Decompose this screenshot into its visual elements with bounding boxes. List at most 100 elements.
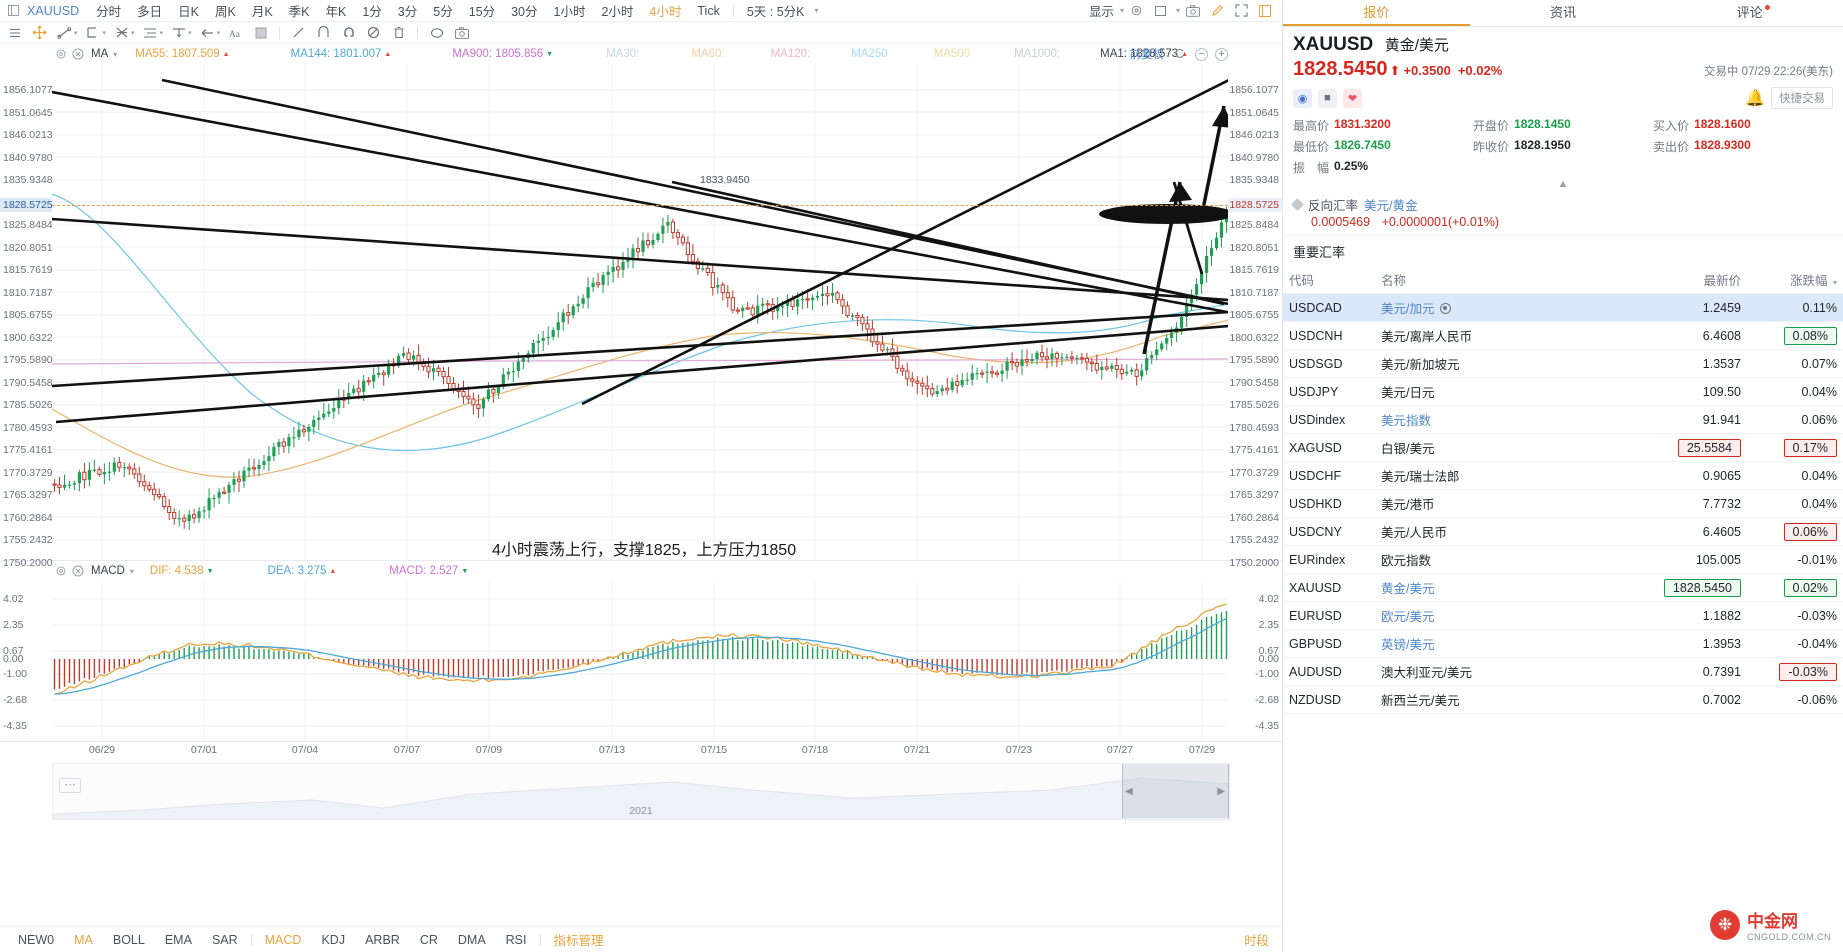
cell-code[interactable]: USDCAD — [1283, 293, 1375, 322]
period-3min[interactable]: 3分 — [397, 5, 418, 19]
cell-code[interactable]: EURUSD — [1283, 601, 1375, 630]
cell-name[interactable]: 黄金/美元 — [1375, 573, 1637, 602]
period-5min[interactable]: 5分 — [433, 5, 453, 19]
price-chart[interactable]: 1856.1077 1851.0645 1846.0213 1840.9780 1835… — [0, 64, 1282, 569]
pencil-icon[interactable] — [1206, 2, 1228, 20]
globe-icon[interactable]: ◉ — [1293, 88, 1312, 108]
quick-trade-button[interactable]: 快捷交易 — [1771, 87, 1833, 109]
table-row[interactable]: GBPUSD 英镑/美元 1.3953 -0.04% — [1283, 629, 1843, 658]
period-quarterk[interactable]: 季K — [288, 5, 310, 19]
table-row[interactable]: USDCNH 美元/离岸人民币 6.4608 0.08% — [1283, 321, 1843, 350]
col-name[interactable]: 名称 — [1375, 266, 1637, 294]
list-icon[interactable] — [2, 23, 27, 43]
table-row[interactable]: NZDUSD 新西兰元/美元 0.7002 -0.06% — [1283, 685, 1843, 714]
overview-menu-icon[interactable]: ⋯ — [59, 778, 81, 793]
ma-indicator-name[interactable]: MA — [91, 48, 109, 60]
cell-name[interactable]: 美元/新加坡元 — [1375, 349, 1637, 378]
channel-icon[interactable] — [81, 23, 106, 43]
trendline-icon[interactable] — [52, 23, 77, 43]
cell-code[interactable]: NZDUSD — [1283, 685, 1375, 714]
col-code[interactable]: 代码 — [1283, 266, 1375, 294]
cell-code[interactable]: USDJPY — [1283, 377, 1375, 406]
tab-news[interactable]: 资讯 — [1470, 0, 1657, 26]
period-1min[interactable]: 1分 — [362, 5, 382, 19]
cell-code[interactable]: USDCNY — [1283, 517, 1375, 546]
overview-right-arrow-icon[interactable]: ▶ — [1217, 786, 1225, 797]
period-30min[interactable]: 30分 — [511, 5, 538, 19]
cell-name[interactable]: 美元/港币 — [1375, 489, 1637, 518]
reset-zoom-icon[interactable] — [1171, 47, 1188, 62]
cell-name[interactable]: 美元/离岸人民币 — [1375, 321, 1637, 350]
trendline-chevron-down-icon[interactable]: ▾ — [74, 29, 78, 37]
display-chevron-down-icon[interactable]: ▾ — [1119, 6, 1124, 15]
indicator-tab-ma[interactable]: MA — [74, 932, 93, 947]
side-panel-icon[interactable] — [1254, 2, 1276, 20]
cell-name[interactable]: 美元/瑞士法郎 — [1375, 461, 1637, 490]
period-weekk[interactable]: 周K — [214, 5, 236, 19]
cell-name[interactable]: 新西兰元/美元 — [1375, 685, 1637, 714]
indicator-manage-button[interactable]: 指标管理 — [553, 934, 604, 948]
table-row[interactable]: EURindex 欧元指数 105.005 -0.01% — [1283, 545, 1843, 574]
cell-code[interactable]: USDindex — [1283, 405, 1375, 434]
macd-close-icon[interactable] — [69, 564, 86, 579]
undo-icon[interactable] — [424, 23, 449, 43]
period-yeark[interactable]: 年K — [325, 5, 347, 19]
crosshair-move-icon[interactable] — [27, 23, 52, 43]
text-aa-icon[interactable]: Aa — [223, 23, 248, 43]
magnet-icon[interactable] — [336, 23, 361, 43]
cell-name[interactable]: 欧元/美元 — [1375, 601, 1637, 630]
inverse-rate-pair[interactable]: 美元/黄金 — [1364, 199, 1418, 213]
arrow-left-icon[interactable] — [195, 23, 220, 43]
col-change-pct[interactable]: 涨跌幅 ▾ — [1747, 266, 1843, 294]
indicator-tab-ema[interactable]: EMA — [164, 932, 192, 947]
notes-icon[interactable]: ■ — [1318, 88, 1337, 108]
table-row[interactable]: USDSGD 美元/新加坡元 1.3537 0.07% — [1283, 349, 1843, 378]
cell-name[interactable]: 美元/人民币 — [1375, 517, 1637, 546]
period-4hour[interactable]: 4小时 — [649, 5, 682, 19]
indicator-tab-arbr[interactable]: ARBR — [365, 932, 400, 947]
arc-icon[interactable] — [311, 23, 336, 43]
period-tick[interactable]: Tick — [697, 3, 720, 18]
collapse-chevron-up-icon[interactable]: ▲ — [1557, 178, 1569, 190]
cell-code[interactable]: GBPUSD — [1283, 629, 1375, 658]
indicator-tab-boll[interactable]: BOLL — [112, 932, 145, 947]
cell-code[interactable]: XAGUSD — [1283, 433, 1375, 462]
adjust-price-link[interactable]: 前复权 — [1129, 49, 1165, 61]
time-period-button[interactable]: 时段 — [1243, 934, 1269, 948]
cell-code[interactable]: AUDUSD — [1283, 657, 1375, 686]
fib-chevron-down-icon[interactable]: ▾ — [131, 29, 135, 37]
channel-chevron-down-icon[interactable]: ▾ — [102, 29, 107, 37]
layout-chevron-down-icon[interactable]: ▾ — [1175, 6, 1180, 15]
gear-icon[interactable] — [1126, 2, 1148, 20]
cell-name[interactable]: 美元/加元 — [1375, 293, 1637, 322]
table-row[interactable]: AUDUSD 澳大利亚元/美元 0.7391 -0.03% — [1283, 657, 1843, 686]
indicator-tab-new0[interactable]: NEW0 — [18, 932, 55, 947]
macd-chart[interactable]: 4.02 2.35 0.67 0.00 -1.00 -2.68 -4.35 4.02 2.35… — [0, 581, 1282, 741]
macd-plot-area[interactable] — [52, 581, 1228, 741]
indicator-settings-gear-icon[interactable] — [52, 47, 69, 62]
period-dayk[interactable]: 日K — [178, 5, 199, 19]
cell-code[interactable]: EURindex — [1283, 545, 1375, 574]
bell-icon[interactable]: 🔔 — [1745, 90, 1765, 107]
table-row[interactable]: XAGUSD 白银/美元 25.5584 0.17% — [1283, 433, 1843, 462]
heart-icon[interactable]: ❤ — [1343, 88, 1362, 108]
multi-period-selector[interactable]: 5天 : 5分K — [746, 5, 805, 19]
indicator-tab-rsi[interactable]: RSI — [505, 932, 527, 947]
chevron-down-icon[interactable]: ▾ — [814, 6, 819, 15]
fullscreen-icon[interactable] — [1230, 2, 1252, 20]
symbol-label[interactable]: XAUUSD — [27, 3, 80, 18]
cell-name[interactable]: 白银/美元 — [1375, 433, 1637, 462]
display-menu-label[interactable]: 显示 — [1088, 5, 1114, 19]
ban-icon[interactable] — [361, 23, 386, 43]
cell-code[interactable]: USDHKD — [1283, 489, 1375, 518]
text-lines-icon[interactable] — [138, 23, 163, 43]
line-icon[interactable] — [286, 23, 311, 43]
panel-toggle-icon[interactable] — [4, 3, 22, 19]
zoom-in-button[interactable]: + — [1215, 47, 1228, 61]
ma-chevron-down-icon[interactable]: ▾ — [113, 49, 118, 59]
table-row[interactable]: USDHKD 美元/港币 7.7732 0.04% — [1283, 489, 1843, 518]
indicator-tab-sar[interactable]: SAR — [211, 932, 238, 947]
cell-code[interactable]: USDSGD — [1283, 349, 1375, 378]
table-row[interactable]: USDCNY 美元/人民币 6.4605 0.06% — [1283, 517, 1843, 546]
period-duori[interactable]: 多日 — [137, 5, 163, 19]
